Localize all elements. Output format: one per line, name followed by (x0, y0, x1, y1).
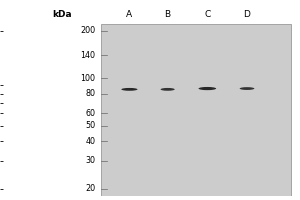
Text: 80: 80 (85, 89, 96, 98)
Ellipse shape (199, 87, 216, 90)
Text: 200: 200 (80, 26, 96, 35)
Text: 30: 30 (85, 156, 96, 165)
Text: 60: 60 (85, 109, 96, 118)
Text: 20: 20 (85, 184, 96, 193)
Text: 40: 40 (85, 137, 96, 146)
Text: 100: 100 (81, 74, 96, 83)
Text: C: C (204, 10, 211, 19)
Text: D: D (244, 10, 250, 19)
Ellipse shape (160, 88, 175, 91)
Text: kDa: kDa (52, 10, 72, 19)
Text: 140: 140 (81, 51, 96, 60)
Ellipse shape (121, 88, 137, 91)
Text: B: B (165, 10, 171, 19)
Text: 50: 50 (85, 121, 96, 130)
Text: A: A (126, 10, 133, 19)
Ellipse shape (240, 87, 254, 90)
Bar (101, 24, 291, 196)
